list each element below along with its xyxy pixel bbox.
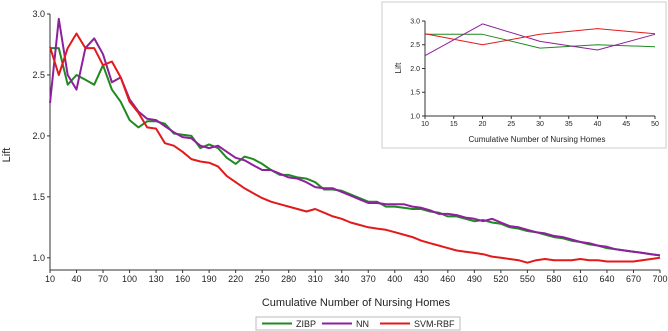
inset-x-tick-label: 35 <box>565 121 573 128</box>
main-x-tick-label: 160 <box>175 274 190 284</box>
main-y-tick-label: 2.5 <box>32 70 45 80</box>
inset-y-tick-label: 2.0 <box>410 66 420 73</box>
main-chart-axes: 10 40 70 100 130 160 190 220 250 280 310 340 370 400 4… <box>32 9 667 284</box>
legend-frame <box>255 316 461 331</box>
main-x-tick-label: 430 <box>414 274 429 284</box>
inset-x-tick-label: 15 <box>450 121 458 128</box>
main-x-tick-label: 520 <box>493 274 508 284</box>
main-x-tick-label: 580 <box>546 274 561 284</box>
inset-y-axis-label: Lift <box>394 62 403 73</box>
main-series-line-nn <box>49 17 661 257</box>
main-y-tick-label: 3.0 <box>32 9 45 19</box>
main-x-tick-label: 460 <box>440 274 455 284</box>
main-x-tick-label: 190 <box>202 274 217 284</box>
legend-label-zibp: ZIBP <box>296 319 316 329</box>
main-series-line-svm-rbf <box>49 32 661 264</box>
main-y-tick-label: 1.0 <box>32 253 45 263</box>
inset-x-tick-label: 25 <box>507 121 515 128</box>
inset-chart-series <box>424 23 656 57</box>
legend-label-nn: NN <box>356 319 369 329</box>
main-chart-series <box>49 17 661 264</box>
inset-x-tick-label: 20 <box>479 121 487 128</box>
main-x-tick-label: 610 <box>573 274 588 284</box>
main-x-tick-label: 250 <box>255 274 270 284</box>
main-x-tick-label: 40 <box>72 274 82 284</box>
legend-label-svm-rbf: SVM-RBF <box>414 319 455 329</box>
main-x-tick-label: 310 <box>308 274 323 284</box>
main-series-line-zibp <box>50 47 661 257</box>
inset-chart-axes: 10 15 20 25 30 35 40 45 50 1.0 1.5 2.0 2.5 3.0 <box>410 18 659 128</box>
inset-x-axis-label: Cumulative Number of Nursing Homes <box>469 135 606 144</box>
main-x-tick-label: 280 <box>281 274 296 284</box>
main-x-axis-label: Cumulative Number of Nursing Homes <box>262 297 451 309</box>
inset-x-tick-label: 30 <box>536 121 544 128</box>
main-x-tick-label: 550 <box>520 274 535 284</box>
main-x-tick-label: 400 <box>387 274 402 284</box>
main-x-tick-label: 370 <box>361 274 376 284</box>
main-x-tick-label: 670 <box>626 274 641 284</box>
main-x-tick-label: 100 <box>122 274 137 284</box>
main-x-tick-label: 640 <box>599 274 614 284</box>
main-x-tick-label: 10 <box>45 274 55 284</box>
inset-chart: 10 15 20 25 30 35 40 45 50 1.0 1.5 2.0 2.5 3.0 Cumula… <box>381 1 667 149</box>
inset-series-line-svm-rbf <box>424 28 656 46</box>
inset-x-tick-label: 50 <box>651 121 659 128</box>
main-x-tick-label: 700 <box>652 274 667 284</box>
inset-x-tick-label: 10 <box>421 121 429 128</box>
inset-y-tick-label: 1.5 <box>410 90 420 97</box>
inset-y-tick-label: 2.5 <box>410 42 420 49</box>
inset-y-tick-label: 1.0 <box>410 113 420 120</box>
main-x-tick-label: 70 <box>98 274 108 284</box>
main-x-tick-label: 130 <box>149 274 164 284</box>
main-x-tick-label: 490 <box>467 274 482 284</box>
inset-y-tick-label: 3.0 <box>410 18 420 25</box>
main-x-tick-label: 340 <box>334 274 349 284</box>
main-y-tick-label: 1.5 <box>32 192 45 202</box>
inset-frame <box>381 1 667 149</box>
inset-x-tick-label: 45 <box>622 121 630 128</box>
main-y-axis-label: Lift <box>1 148 13 163</box>
main-x-tick-label: 220 <box>228 274 243 284</box>
chart-legend: ZIBP NN SVM-RBF <box>255 316 461 331</box>
main-y-tick-label: 2.0 <box>32 131 45 141</box>
inset-x-tick-label: 40 <box>594 121 602 128</box>
inset-series-line-nn <box>424 23 656 57</box>
